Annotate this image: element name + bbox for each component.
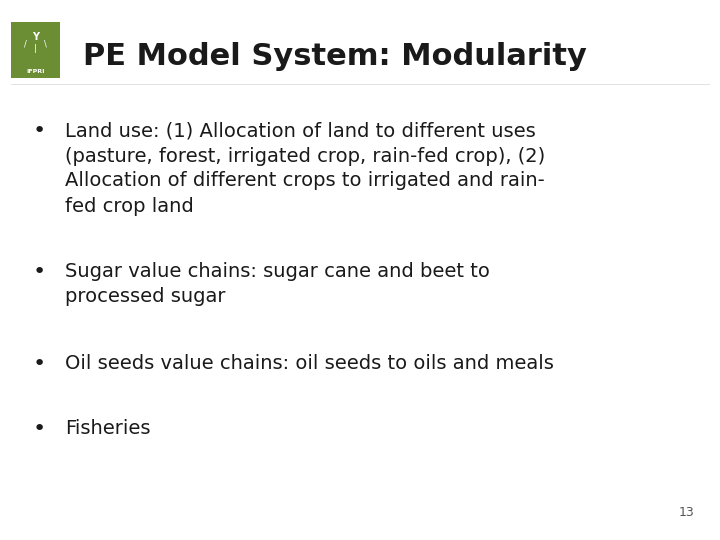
Text: •: • [33,418,46,438]
Text: •: • [33,262,46,282]
FancyBboxPatch shape [11,22,60,78]
Text: |: | [34,44,37,53]
Text: •: • [33,122,46,141]
Text: PE Model System: Modularity: PE Model System: Modularity [83,42,587,71]
Text: Y: Y [32,32,39,43]
Text: \: \ [44,40,47,49]
Text: Land use: (1) Allocation of land to different uses
(pasture, forest, irrigated c: Land use: (1) Allocation of land to diff… [65,122,545,215]
Text: Fisheries: Fisheries [65,418,150,437]
Text: •: • [33,354,46,374]
Text: /: / [24,40,27,49]
Text: 13: 13 [679,507,695,519]
Text: IFPRI: IFPRI [26,69,45,74]
Text: Oil seeds value chains: oil seeds to oils and meals: Oil seeds value chains: oil seeds to oil… [65,354,554,373]
Text: Sugar value chains: sugar cane and beet to
processed sugar: Sugar value chains: sugar cane and beet … [65,262,490,306]
